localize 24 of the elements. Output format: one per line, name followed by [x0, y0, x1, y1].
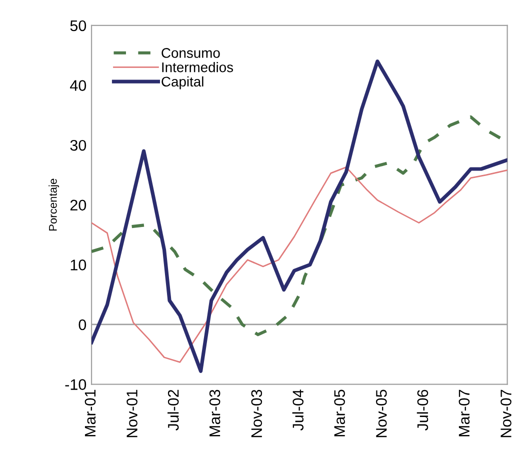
- x-tick-label: Mar-07: [458, 390, 470, 436]
- x-tick-label: Nov-03: [251, 390, 262, 438]
- y-tick-label: 50: [70, 20, 86, 32]
- line-series: [92, 60, 508, 373]
- line-series: [92, 166, 508, 363]
- y-tick-label: 10: [70, 260, 86, 270]
- y-tick-label: -10: [65, 379, 86, 390]
- y-tick-label: 30: [70, 140, 86, 151]
- legend-label: Consumo: [162, 48, 220, 58]
- y-tick-label: 0: [78, 319, 86, 330]
- x-tick-label: Jul-02: [168, 390, 179, 431]
- x-tick-label: Mar-05: [334, 390, 345, 436]
- y-axis-title: Porcentaje: [48, 178, 60, 231]
- legend-label: Intermedios: [162, 62, 234, 72]
- x-tick-label: Mar-03: [209, 390, 220, 436]
- x-tick-label: Nov-07: [500, 390, 512, 438]
- legend-label: Capital: [162, 76, 204, 90]
- x-tick-label: Nov-05: [376, 390, 387, 438]
- x-tick-label: Mar-01: [84, 390, 96, 436]
- y-tick-label: 40: [70, 80, 86, 91]
- x-tick-label: Jul-04: [292, 390, 304, 431]
- x-tick-label: Jul-06: [416, 390, 428, 431]
- y-tick-label: 20: [70, 200, 86, 211]
- x-tick-label: Nov-01: [126, 390, 138, 438]
